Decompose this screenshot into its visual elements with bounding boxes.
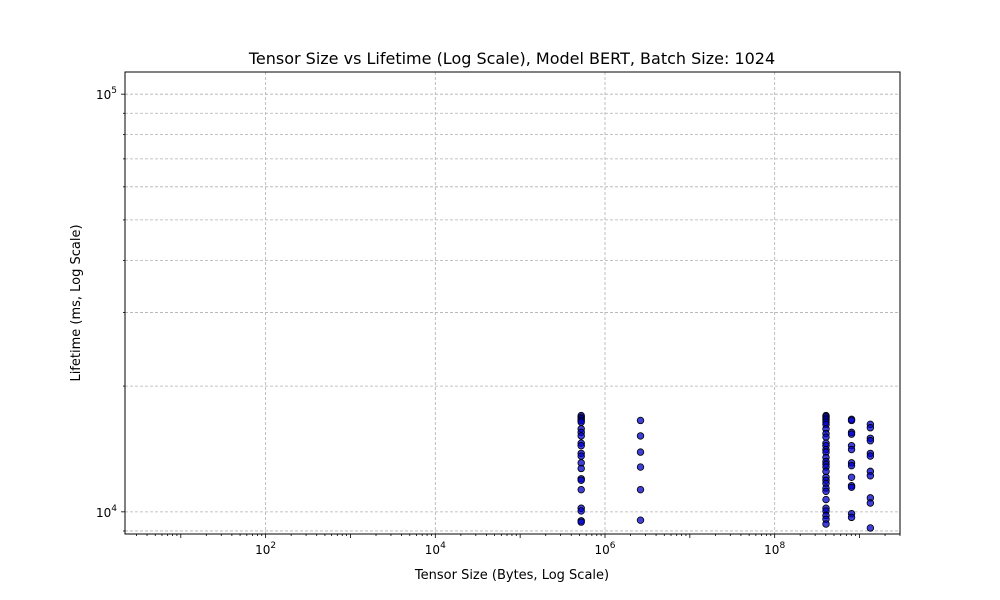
data-point: [866, 452, 875, 460]
x-tick-label: 106: [594, 541, 615, 557]
data-point: [847, 461, 856, 470]
x-tick-label: 108: [764, 541, 785, 557]
data-point: [577, 476, 585, 484]
data-point: [636, 516, 645, 524]
data-point: [577, 441, 585, 450]
data-point: [822, 520, 830, 528]
data-point: [847, 416, 856, 425]
data-point: [577, 464, 585, 473]
data-point: [577, 418, 585, 426]
chart-title: Tensor Size vs Lifetime (Log Scale), Mod…: [248, 49, 775, 68]
data-point: [866, 472, 875, 480]
data-point: [847, 513, 856, 522]
data-point: [866, 499, 875, 507]
data-point: [866, 424, 875, 432]
x-tick-label: 102: [255, 541, 276, 557]
y-axis-label: Lifetime (ms, Log Scale): [69, 224, 84, 381]
data-point: [822, 495, 830, 504]
data-point: [577, 452, 585, 460]
data-point: [822, 487, 830, 495]
data-point: [577, 485, 585, 494]
x-tick-label: 104: [425, 541, 446, 557]
data-point: [636, 485, 645, 494]
data-point: [847, 430, 856, 438]
x-axis-label: Tensor Size (Bytes, Log Scale): [414, 568, 609, 583]
data-point: [866, 437, 875, 445]
grid-lines: [125, 72, 900, 534]
data-point: [636, 463, 645, 471]
data-point: [847, 445, 856, 454]
axis-ticks: 102 104 106 108 104 105: [96, 86, 901, 557]
data-point: [847, 483, 856, 491]
data-point: [822, 433, 830, 441]
y-tick-label: 104: [96, 504, 117, 520]
data-point: [577, 432, 585, 440]
plot-frame: [124, 71, 901, 535]
data-point: [636, 432, 645, 440]
data-point: [636, 448, 645, 456]
y-tick-label: 105: [96, 86, 117, 102]
data-point: [866, 524, 875, 532]
data-points: [577, 411, 875, 532]
data-point: [636, 416, 645, 425]
data-point: [577, 518, 585, 526]
data-point: [577, 507, 585, 515]
data-point: [847, 473, 856, 481]
